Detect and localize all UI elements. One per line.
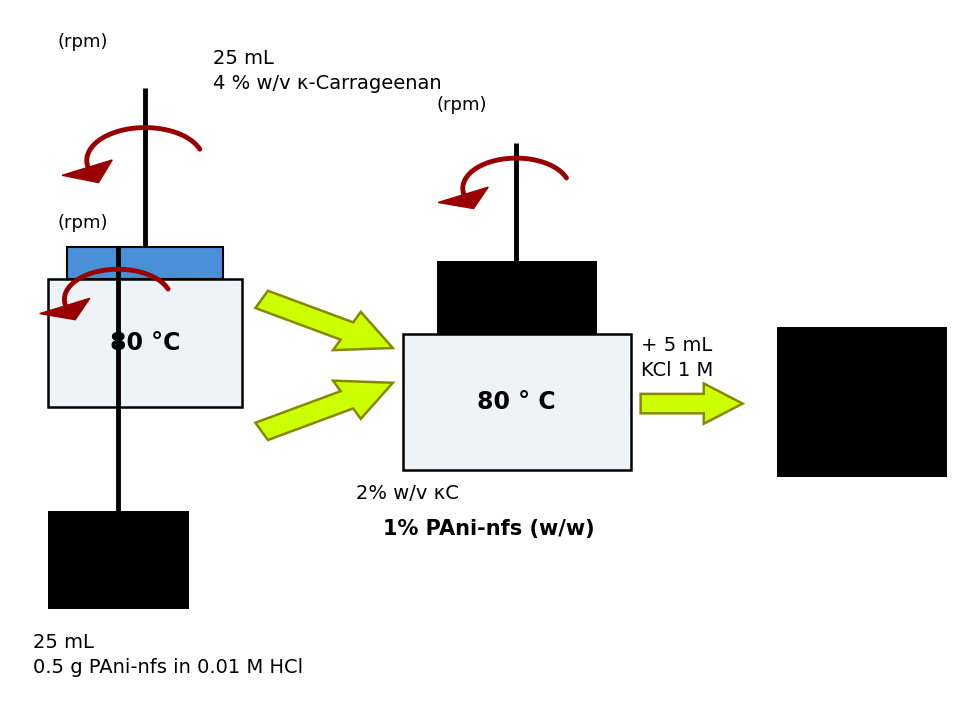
Text: 25 mL
0.5 g PAni-nfs in 0.01 M HCl: 25 mL 0.5 g PAni-nfs in 0.01 M HCl: [33, 633, 304, 677]
Text: 25 mL
4 % w/v κ-Carrageenan: 25 mL 4 % w/v κ-Carrageenan: [213, 49, 442, 93]
Bar: [436, 262, 597, 334]
Polygon shape: [62, 160, 112, 183]
Polygon shape: [256, 380, 393, 440]
Bar: [48, 511, 189, 609]
Text: 80 °C: 80 °C: [110, 331, 180, 355]
Polygon shape: [438, 187, 488, 209]
Text: 1% PAni-nfs (w/w): 1% PAni-nfs (w/w): [383, 519, 595, 538]
Text: + 5 mL
KCl 1 M: + 5 mL KCl 1 M: [641, 337, 712, 380]
Text: 80 ° C: 80 ° C: [477, 390, 556, 414]
Text: 2% w/v κC: 2% w/v κC: [356, 484, 459, 503]
Bar: [776, 327, 947, 477]
Text: (rpm): (rpm): [436, 96, 487, 114]
Bar: [48, 278, 242, 407]
Bar: [403, 334, 631, 470]
Polygon shape: [256, 291, 393, 350]
Text: (rpm): (rpm): [58, 33, 108, 51]
Text: (rpm): (rpm): [58, 214, 108, 232]
Bar: [68, 247, 222, 278]
Polygon shape: [40, 298, 90, 320]
Polygon shape: [641, 383, 743, 424]
